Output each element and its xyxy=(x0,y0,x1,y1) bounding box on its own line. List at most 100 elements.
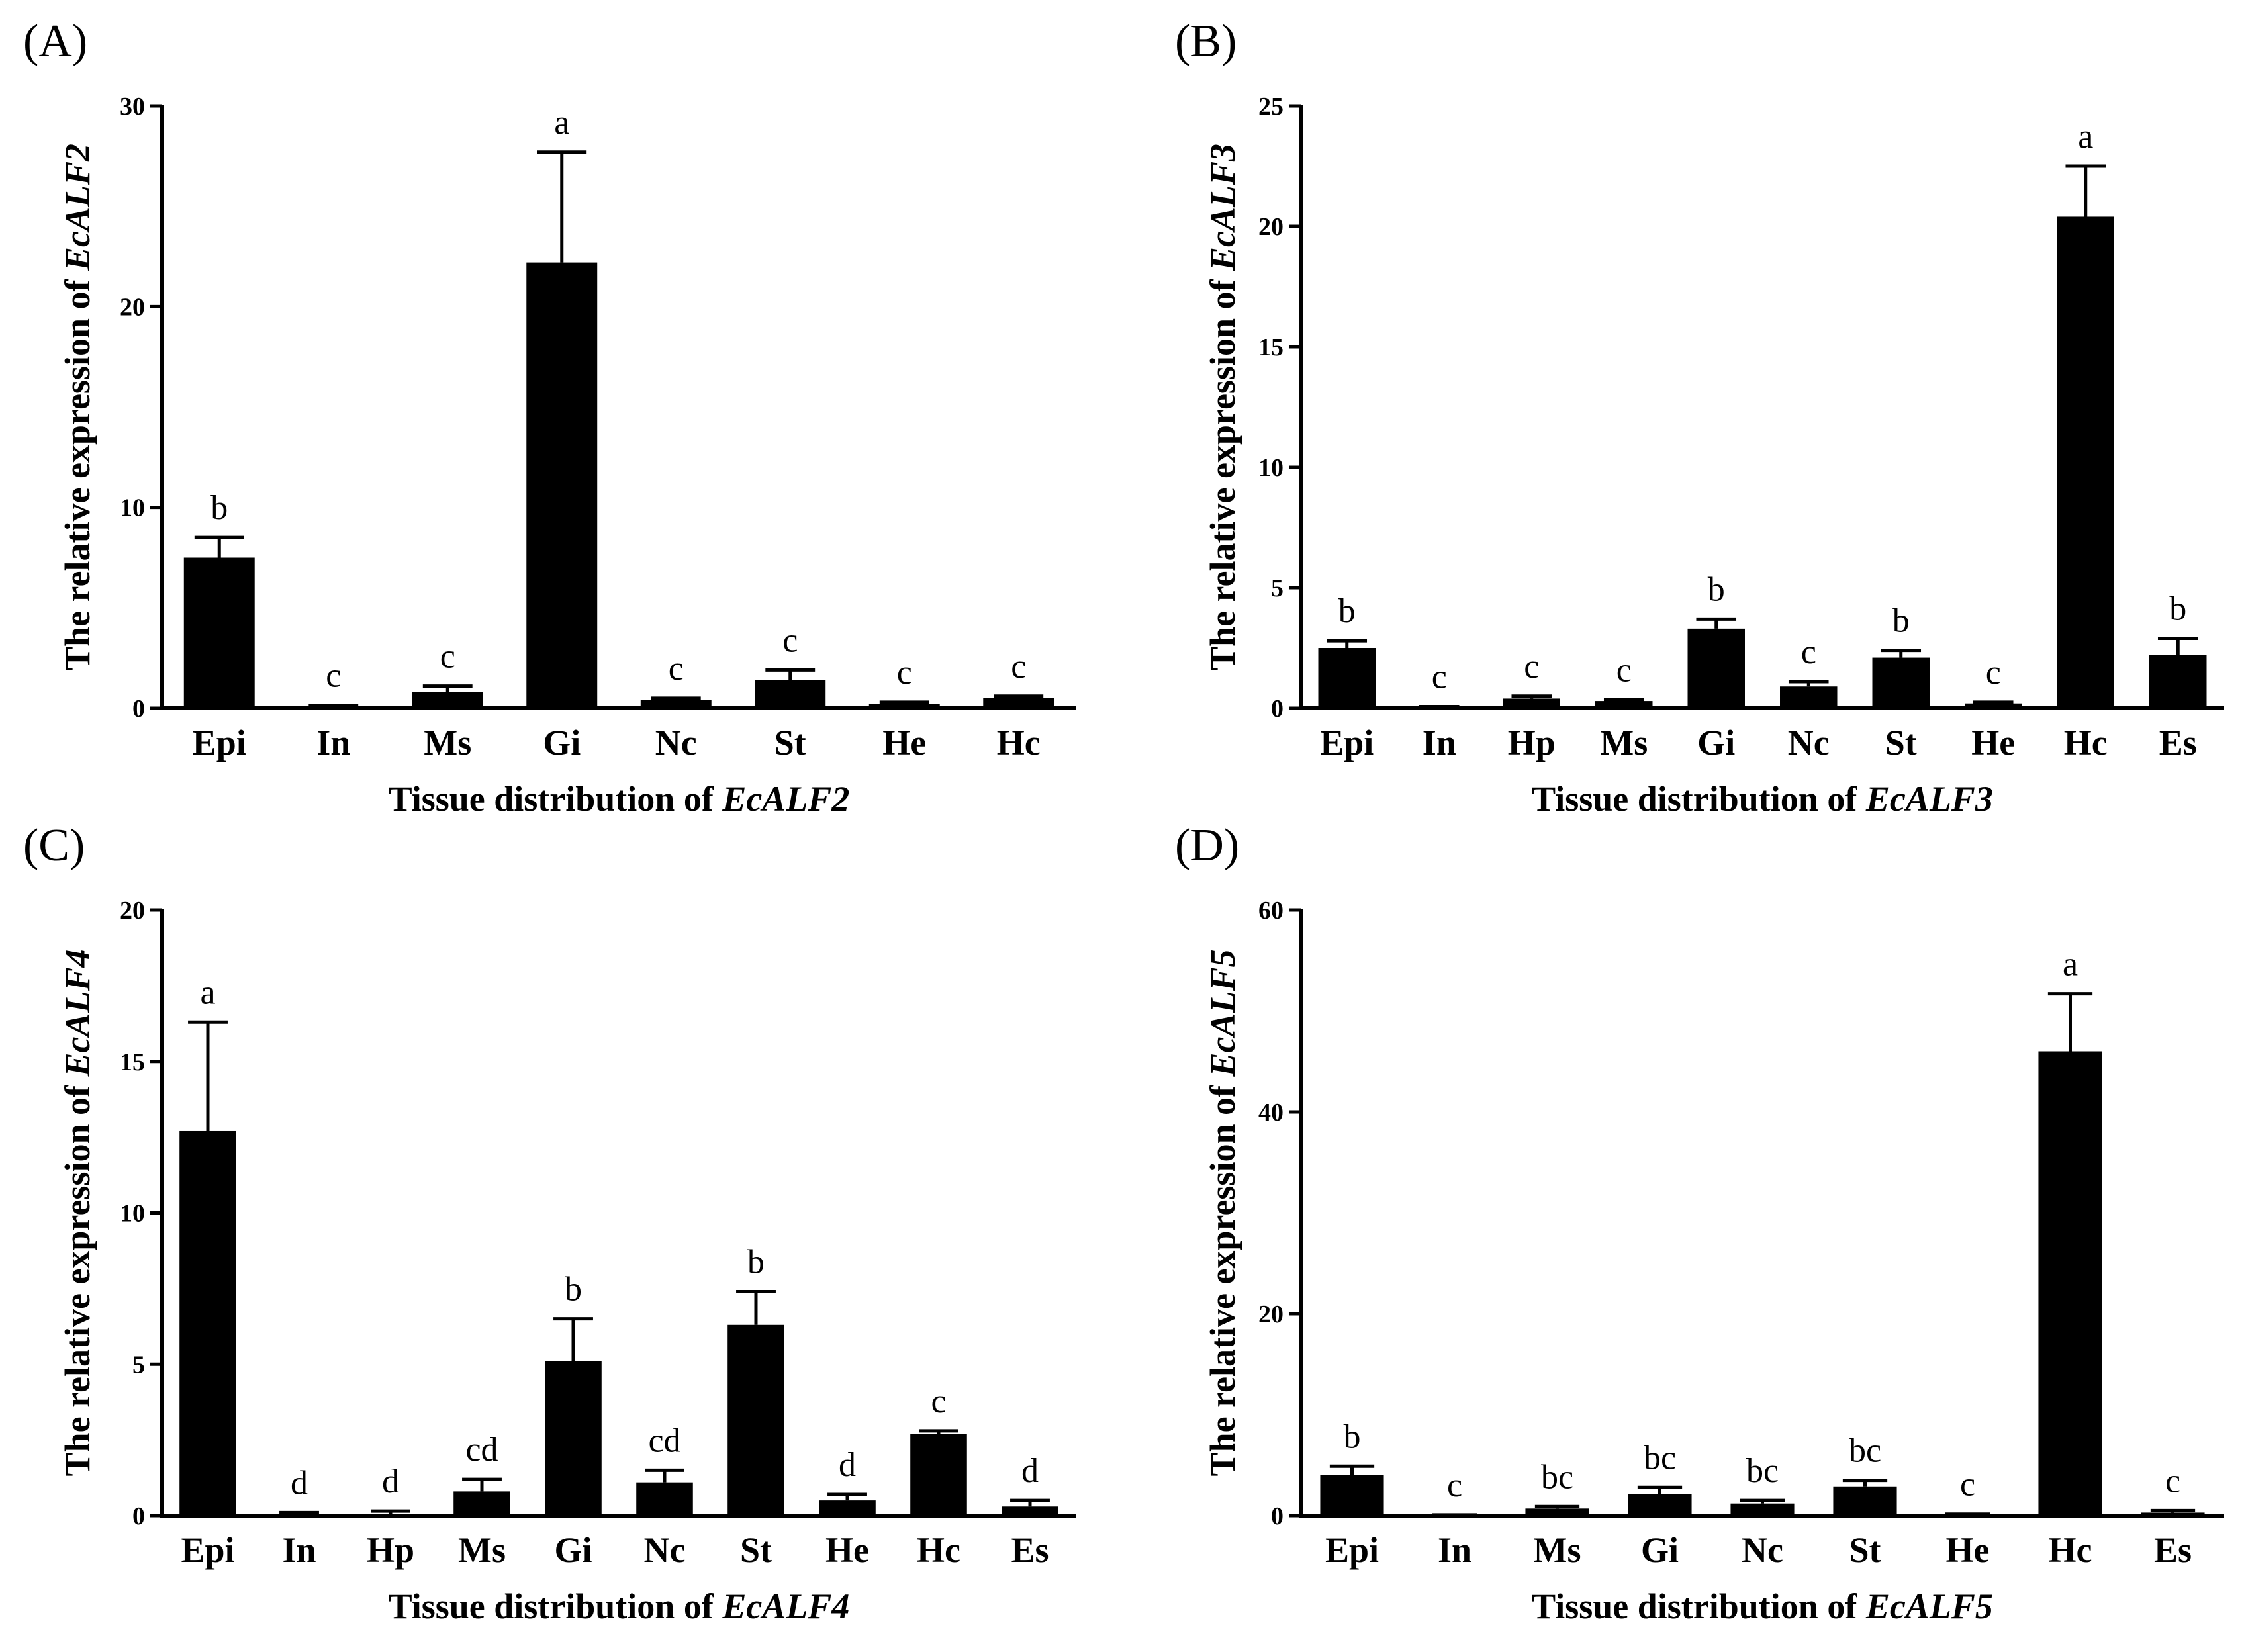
x-axis-title-prefix: Tissue distribution of xyxy=(1532,1586,1866,1626)
y-axis-title: The relative expression of EcALF5 xyxy=(1203,950,1242,1477)
panel-label: (A) xyxy=(23,16,87,67)
bar xyxy=(1002,1506,1058,1516)
significance-label: d xyxy=(1021,1452,1039,1490)
significance-label: b xyxy=(1344,1418,1361,1455)
category-label: Hc xyxy=(2064,723,2108,762)
category-label: Gi xyxy=(1641,1530,1679,1570)
x-axis-title-prefix: Tissue distribution of xyxy=(389,779,723,819)
category-label: He xyxy=(825,1530,869,1570)
y-tick-label: 60 xyxy=(1258,897,1284,925)
bar xyxy=(362,1514,419,1516)
category-label: Gi xyxy=(1697,723,1735,762)
x-axis-title-gene: EcALF3 xyxy=(1865,779,1993,819)
significance-label: c xyxy=(440,638,455,676)
category-label: Hp xyxy=(367,1530,414,1570)
significance-label: a xyxy=(200,974,215,1011)
y-axis-title: The relative expression of EcALF4 xyxy=(58,950,97,1477)
bar xyxy=(727,1324,784,1516)
bar xyxy=(2057,216,2114,708)
category-label: He xyxy=(882,723,926,762)
y-tick-label: 20 xyxy=(1258,1301,1284,1328)
significance-label: c xyxy=(1432,658,1447,696)
x-axis-title: Tissue distribution of EcALF4 xyxy=(389,1586,850,1626)
significance-label: b xyxy=(565,1271,582,1308)
bar xyxy=(2149,655,2207,708)
category-label: In xyxy=(1423,723,1456,762)
significance-label: bc xyxy=(1849,1432,1881,1470)
category-label: In xyxy=(316,723,350,762)
significance-label: b xyxy=(1708,571,1725,608)
bar xyxy=(1503,698,1560,708)
category-label: Ms xyxy=(424,723,471,762)
bar xyxy=(179,1130,236,1516)
y-axis-title: The relative expression of EcALF3 xyxy=(1203,144,1242,670)
significance-label: d xyxy=(291,1464,308,1502)
significance-label: c xyxy=(1011,648,1026,686)
significance-label: c xyxy=(2165,1462,2180,1500)
significance-label: b xyxy=(2169,590,2186,627)
significance-label: d xyxy=(839,1446,856,1484)
significance-label: c xyxy=(1986,654,2001,692)
significance-label: bc xyxy=(1541,1458,1573,1496)
panel-d: (D) 0 20 40 60 b Epi c In bc Ms bc Gi bc Nc bc St c He a Hc c… xyxy=(1175,820,2224,1626)
panel-a: (A) 0 10 20 30 b Epi c In c Ms a Gi c Nc c St c He c Hc Tissu… xyxy=(23,16,1076,819)
significance-label: b xyxy=(210,489,228,527)
x-axis-title: Tissue distribution of EcALF5 xyxy=(1532,1586,1993,1626)
y-tick-label: 5 xyxy=(132,1351,145,1379)
y-axis-title-gene: EcALF3 xyxy=(1203,144,1242,271)
y-tick-label: 0 xyxy=(132,695,145,723)
category-label: Epi xyxy=(1325,1530,1379,1570)
bar xyxy=(636,1482,693,1516)
category-label: Ms xyxy=(1534,1530,1581,1570)
category-label: Es xyxy=(1011,1530,1049,1570)
significance-label: c xyxy=(897,654,912,692)
category-label: Gi xyxy=(543,723,581,762)
bar xyxy=(1595,701,1653,708)
y-tick-label: 20 xyxy=(120,897,145,925)
bar xyxy=(983,698,1054,708)
significance-label: c xyxy=(669,650,684,688)
bar xyxy=(2141,1512,2205,1516)
significance-label: c xyxy=(1801,633,1816,671)
category-label: Ms xyxy=(1600,723,1648,762)
category-label: He xyxy=(1971,723,2015,762)
bar xyxy=(271,1514,328,1516)
significance-label: b xyxy=(1338,592,1356,630)
category-label: Hc xyxy=(997,723,1041,762)
x-axis-title-gene: EcALF5 xyxy=(1865,1586,1993,1626)
bar xyxy=(1730,1503,1795,1516)
bar xyxy=(640,700,712,708)
significance-label: c xyxy=(1960,1466,1975,1504)
significance-label: c xyxy=(326,657,341,694)
category-label: In xyxy=(282,1530,316,1570)
significance-label: a xyxy=(2063,946,2078,984)
bar xyxy=(1780,686,1838,708)
bar xyxy=(526,262,598,709)
category-label: Epi xyxy=(1320,723,1374,762)
significance-label: bc xyxy=(1644,1439,1676,1477)
category-label: St xyxy=(774,723,806,762)
bar xyxy=(453,1491,510,1516)
y-axis-title-prefix: The relative expression of xyxy=(1203,271,1242,670)
x-axis-title-gene: EcALF4 xyxy=(722,1586,849,1626)
bar xyxy=(1318,648,1376,708)
bar xyxy=(1687,628,1745,708)
panel-label: (C) xyxy=(23,820,85,871)
significance-label: c xyxy=(1524,648,1539,686)
x-axis-title-gene: EcALF2 xyxy=(722,779,849,819)
y-tick-label: 10 xyxy=(1258,454,1284,482)
category-label: St xyxy=(740,1530,772,1570)
bar xyxy=(1965,703,2022,708)
bar xyxy=(910,1434,967,1516)
category-label: Nc xyxy=(644,1530,686,1570)
y-tick-label: 30 xyxy=(120,93,145,120)
bar xyxy=(755,680,826,708)
significance-label: a xyxy=(2078,118,2093,156)
category-label: He xyxy=(1946,1530,1990,1570)
bar xyxy=(545,1361,602,1516)
bar xyxy=(183,557,255,708)
significance-label: b xyxy=(1892,602,1910,640)
bar xyxy=(2038,1051,2102,1516)
significance-label: d xyxy=(382,1463,399,1500)
